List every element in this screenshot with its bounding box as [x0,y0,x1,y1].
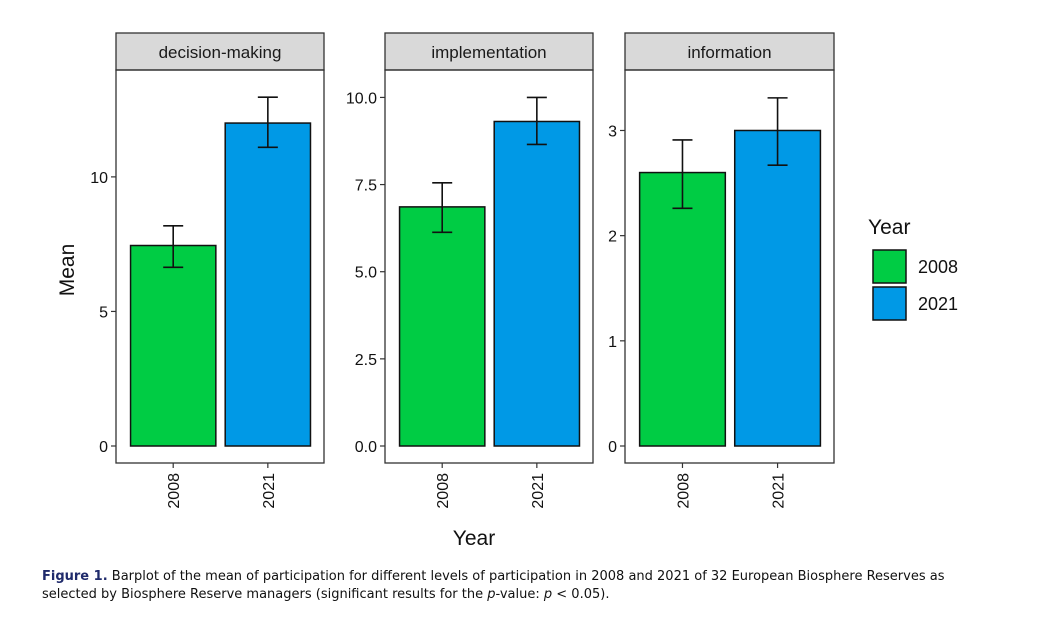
caption-p-italic: p [487,587,496,602]
panel-border [384,69,594,464]
facet-title: implementation [431,43,546,62]
facet-title: decision-making [159,43,282,62]
y-tick-label: 0.0 [355,439,377,456]
y-tick-label: 5.0 [355,265,377,282]
legend-label-2008: 2008 [918,257,958,277]
bar-2008 [638,171,727,447]
bar-2021 [224,122,312,447]
y-axis-title: Mean [56,244,79,297]
caption-text-3: < 0.05). [552,587,610,602]
x-tick-label: 2008 [435,473,452,509]
y-tick-label: 7.5 [355,178,377,195]
bar-2021 [733,129,822,447]
legend-label-2021: 2021 [918,294,958,314]
bar-2008 [398,206,486,447]
panel-border [624,69,835,464]
y-tick-label: 10 [90,170,108,187]
y-tick-label: 3 [608,123,617,140]
y-tick-label: 0 [608,439,617,456]
x-tick-label: 2008 [166,473,183,509]
x-tick-label: 2021 [771,473,788,509]
y-tick-label: 5 [99,304,108,321]
bar-2008 [129,244,217,447]
facet-title: information [687,43,771,62]
legend-title: Year [868,216,910,239]
caption-p-italic-2: p [543,587,553,602]
facet-strip [624,32,835,71]
caption-text: Barplot of the mean of participation for… [42,569,945,602]
y-tick-label: 1 [608,334,617,351]
legend-swatch-2021 [872,286,907,321]
facet-strip [384,32,594,71]
legend-swatch-2008 [872,249,907,284]
y-tick-label: 0 [99,439,108,456]
x-axis-title: Year [453,527,495,550]
x-tick-label: 2021 [530,473,547,509]
x-tick-label: 2021 [261,473,278,509]
x-tick-label: 2008 [675,473,692,509]
y-tick-label: 10.0 [346,90,377,107]
facet-strip [115,32,325,71]
figure-label: Figure 1. [42,569,108,584]
caption-text-2: -value: [495,587,544,602]
y-tick-label: 2 [608,229,617,246]
figure-caption: Figure 1. Barplot of the mean of partici… [42,568,1002,604]
bar-2021 [493,120,581,447]
y-tick-label: 2.5 [355,352,377,369]
panel-border [115,69,325,464]
